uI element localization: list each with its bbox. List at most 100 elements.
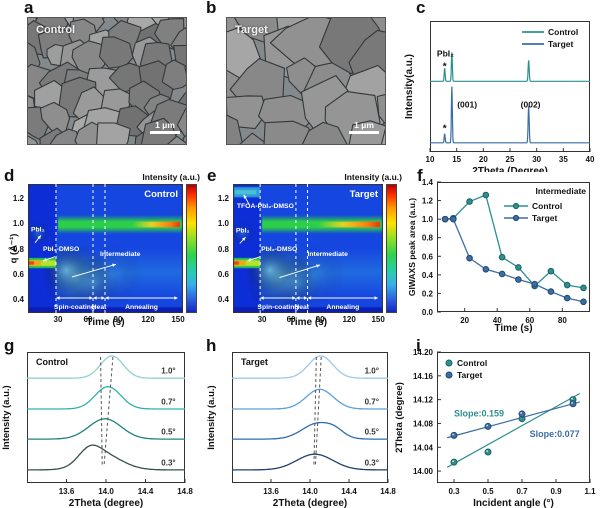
svg-text:14.12: 14.12 (413, 396, 434, 405)
svg-text:14.8: 14.8 (380, 487, 396, 496)
sem-image-target (226, 17, 386, 145)
svg-text:14.20: 14.20 (413, 348, 434, 357)
svg-text:0.4: 0.4 (422, 271, 434, 280)
svg-text:Spin-coating: Spin-coating (54, 304, 95, 311)
svg-text:Target: Target (241, 357, 268, 367)
svg-text:14.08: 14.08 (413, 419, 434, 428)
svg-text:14.00: 14.00 (413, 467, 434, 476)
svg-text:20: 20 (460, 316, 469, 325)
svg-text:0.2: 0.2 (422, 289, 434, 298)
svg-text:0.8: 0.8 (422, 234, 434, 243)
colorbar-control (186, 184, 197, 313)
tick-label: 30 (257, 315, 267, 324)
svg-text:(001): (001) (457, 99, 477, 109)
svg-text:10: 10 (426, 155, 435, 164)
colorbar-target (386, 184, 397, 313)
tick-label: 0.6 (217, 270, 229, 280)
svg-text:15: 15 (452, 155, 461, 164)
scale-bar-target: 1 μm (349, 120, 379, 134)
svg-text:PbI₂-DMSO: PbI₂-DMSO (261, 246, 297, 253)
svg-text:(002): (002) (521, 99, 541, 109)
svg-text:PbI₂: PbI₂ (437, 48, 454, 58)
svg-text:25: 25 (506, 155, 515, 164)
tick-label: 0.4 (12, 295, 24, 305)
panel-letter-h: h (206, 336, 217, 355)
svg-text:1.4: 1.4 (422, 178, 434, 187)
svg-text:PbI₂: PbI₂ (236, 228, 250, 235)
svg-text:1.0: 1.0 (422, 215, 434, 224)
tick-label: 1.2 (12, 194, 24, 204)
scale-bar-control: 1 μm (150, 120, 180, 134)
sem-label-target: Target (235, 24, 268, 36)
svg-text:Slope:0.077: Slope:0.077 (530, 429, 580, 439)
svg-text:Heat: Heat (294, 304, 309, 311)
svg-text:0.3°: 0.3° (161, 458, 175, 467)
svg-text:60: 60 (525, 316, 534, 325)
svg-text:35: 35 (559, 155, 568, 164)
tick-label: 1.0 (12, 219, 24, 229)
panel-letter-f: f (417, 166, 423, 185)
svg-text:14.4: 14.4 (138, 487, 154, 496)
svg-text:0.5°: 0.5° (365, 428, 379, 437)
svg-text:0.9: 0.9 (550, 487, 562, 496)
svg-text:0.7: 0.7 (516, 487, 528, 496)
giwaxs-heatmap-control (28, 184, 183, 313)
svg-text:13.6: 13.6 (59, 487, 75, 496)
svg-text:2Theta (degree): 2Theta (degree) (69, 498, 143, 508)
svg-text:Control: Control (36, 357, 68, 367)
tick-label: 90 (315, 315, 325, 324)
svg-text:Control: Control (532, 201, 562, 211)
svg-text:Target: Target (457, 370, 483, 380)
svg-text:Slope:0.159: Slope:0.159 (454, 408, 504, 418)
svg-text:GIWAXS peak area (a.u.): GIWAXS peak area (a.u.) (407, 198, 417, 296)
scale-bar-text: 1 μm (155, 120, 175, 130)
svg-text:20: 20 (479, 155, 488, 164)
tick-label: 120 (141, 315, 155, 324)
tick-label: 1.2 (217, 194, 229, 204)
panel-letter-g: g (4, 336, 15, 355)
svg-text:1.0°: 1.0° (161, 367, 175, 376)
svg-text:PbI₂-DMSO: PbI₂-DMSO (43, 246, 79, 253)
panel-letter-e: e (207, 166, 217, 185)
tick-label: 60 (83, 315, 93, 324)
svg-text:13.6: 13.6 (263, 487, 279, 496)
svg-text:40: 40 (493, 316, 502, 325)
svg-text:2Theta (degree): 2Theta (degree) (273, 498, 347, 508)
svg-text:*: * (443, 61, 447, 72)
svg-text:Target: Target (350, 189, 379, 200)
panel-letter-a: a (24, 0, 34, 17)
svg-text:Intermediate: Intermediate (308, 251, 349, 258)
svg-text:0.3°: 0.3° (365, 458, 379, 467)
svg-text:14.16: 14.16 (413, 372, 434, 381)
svg-text:1.0°: 1.0° (365, 367, 379, 376)
svg-text:0.3: 0.3 (448, 487, 460, 496)
scale-bar-text: 1 μm (354, 120, 374, 130)
svg-text:14.0: 14.0 (302, 487, 318, 496)
svg-text:Intensity (a.u.): Intensity (a.u.) (206, 385, 217, 449)
svg-text:0.7°: 0.7° (365, 397, 379, 406)
svg-text:Spin-coating: Spin-coating (257, 304, 298, 311)
svg-text:Intermediate: Intermediate (535, 186, 586, 196)
svg-text:PbI₂: PbI₂ (31, 226, 45, 233)
panel-letter-d: d (4, 166, 15, 185)
svg-text:Annealing: Annealing (326, 304, 359, 311)
panel-letter-b: b (206, 0, 217, 17)
svg-text:2Theta (Degree): 2Theta (Degree) (472, 166, 548, 172)
svg-text:1.1: 1.1 (584, 487, 596, 496)
tick-label: 90 (113, 315, 123, 324)
svg-text:14.4: 14.4 (341, 487, 357, 496)
time-axis-label-d: Time (s) (86, 317, 125, 328)
tick-label: 0.6 (12, 270, 24, 280)
panel-letter-c: c (416, 0, 426, 17)
svg-text:Heat: Heat (92, 304, 107, 311)
svg-text:*: * (443, 124, 447, 135)
tick-label: 0.8 (12, 244, 24, 254)
svg-text:Control: Control (548, 27, 578, 37)
peak-area-chart: 0.0 0.2 0.4 0.6 0.8 1.0 1.2 1.4 20 40 60 80 Time (s)… (407, 178, 590, 334)
svg-text:0.0: 0.0 (422, 308, 434, 317)
svg-text:Intensity(a.u.): Intensity(a.u.) (404, 54, 415, 119)
svg-text:Annealing: Annealing (125, 304, 158, 311)
colorbar-title-control: Intensity (a.u.) (142, 172, 200, 182)
